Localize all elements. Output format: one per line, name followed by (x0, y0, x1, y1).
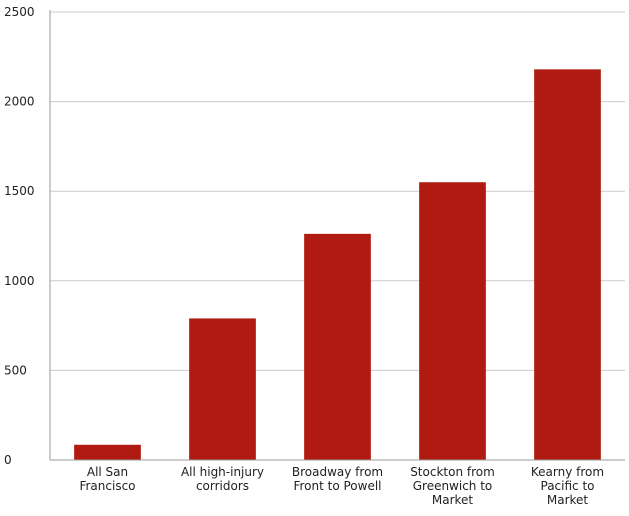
bar (534, 69, 601, 461)
y-tick-label: 2500 (4, 5, 35, 19)
bar (304, 233, 371, 460)
y-tick-label: 2000 (4, 95, 35, 109)
x-category-label: All San Francisco (79, 465, 135, 493)
bars (74, 69, 601, 461)
bar (189, 318, 256, 460)
x-category-label: Kearny from Pacific to Market (531, 465, 604, 507)
y-axis-tick-labels: 0 500 1000 1500 2000 2500 (4, 5, 35, 467)
x-category-label: All high-injury corridors (181, 465, 264, 493)
x-category-label: Stockton from Greenwich to Market (410, 465, 495, 507)
bar (74, 444, 141, 460)
y-tick-label: 1000 (4, 274, 35, 288)
y-tick-label: 500 (4, 363, 27, 377)
axes (49, 10, 625, 461)
x-axis-category-labels: All San Francisco All high-injury corridors… (79, 465, 604, 507)
gridlines (50, 11, 625, 371)
bar (419, 182, 486, 461)
y-tick-label: 1500 (4, 184, 35, 198)
x-category-label: Broadway from Front to Powell (292, 465, 383, 493)
y-tick-label: 0 (4, 453, 12, 467)
